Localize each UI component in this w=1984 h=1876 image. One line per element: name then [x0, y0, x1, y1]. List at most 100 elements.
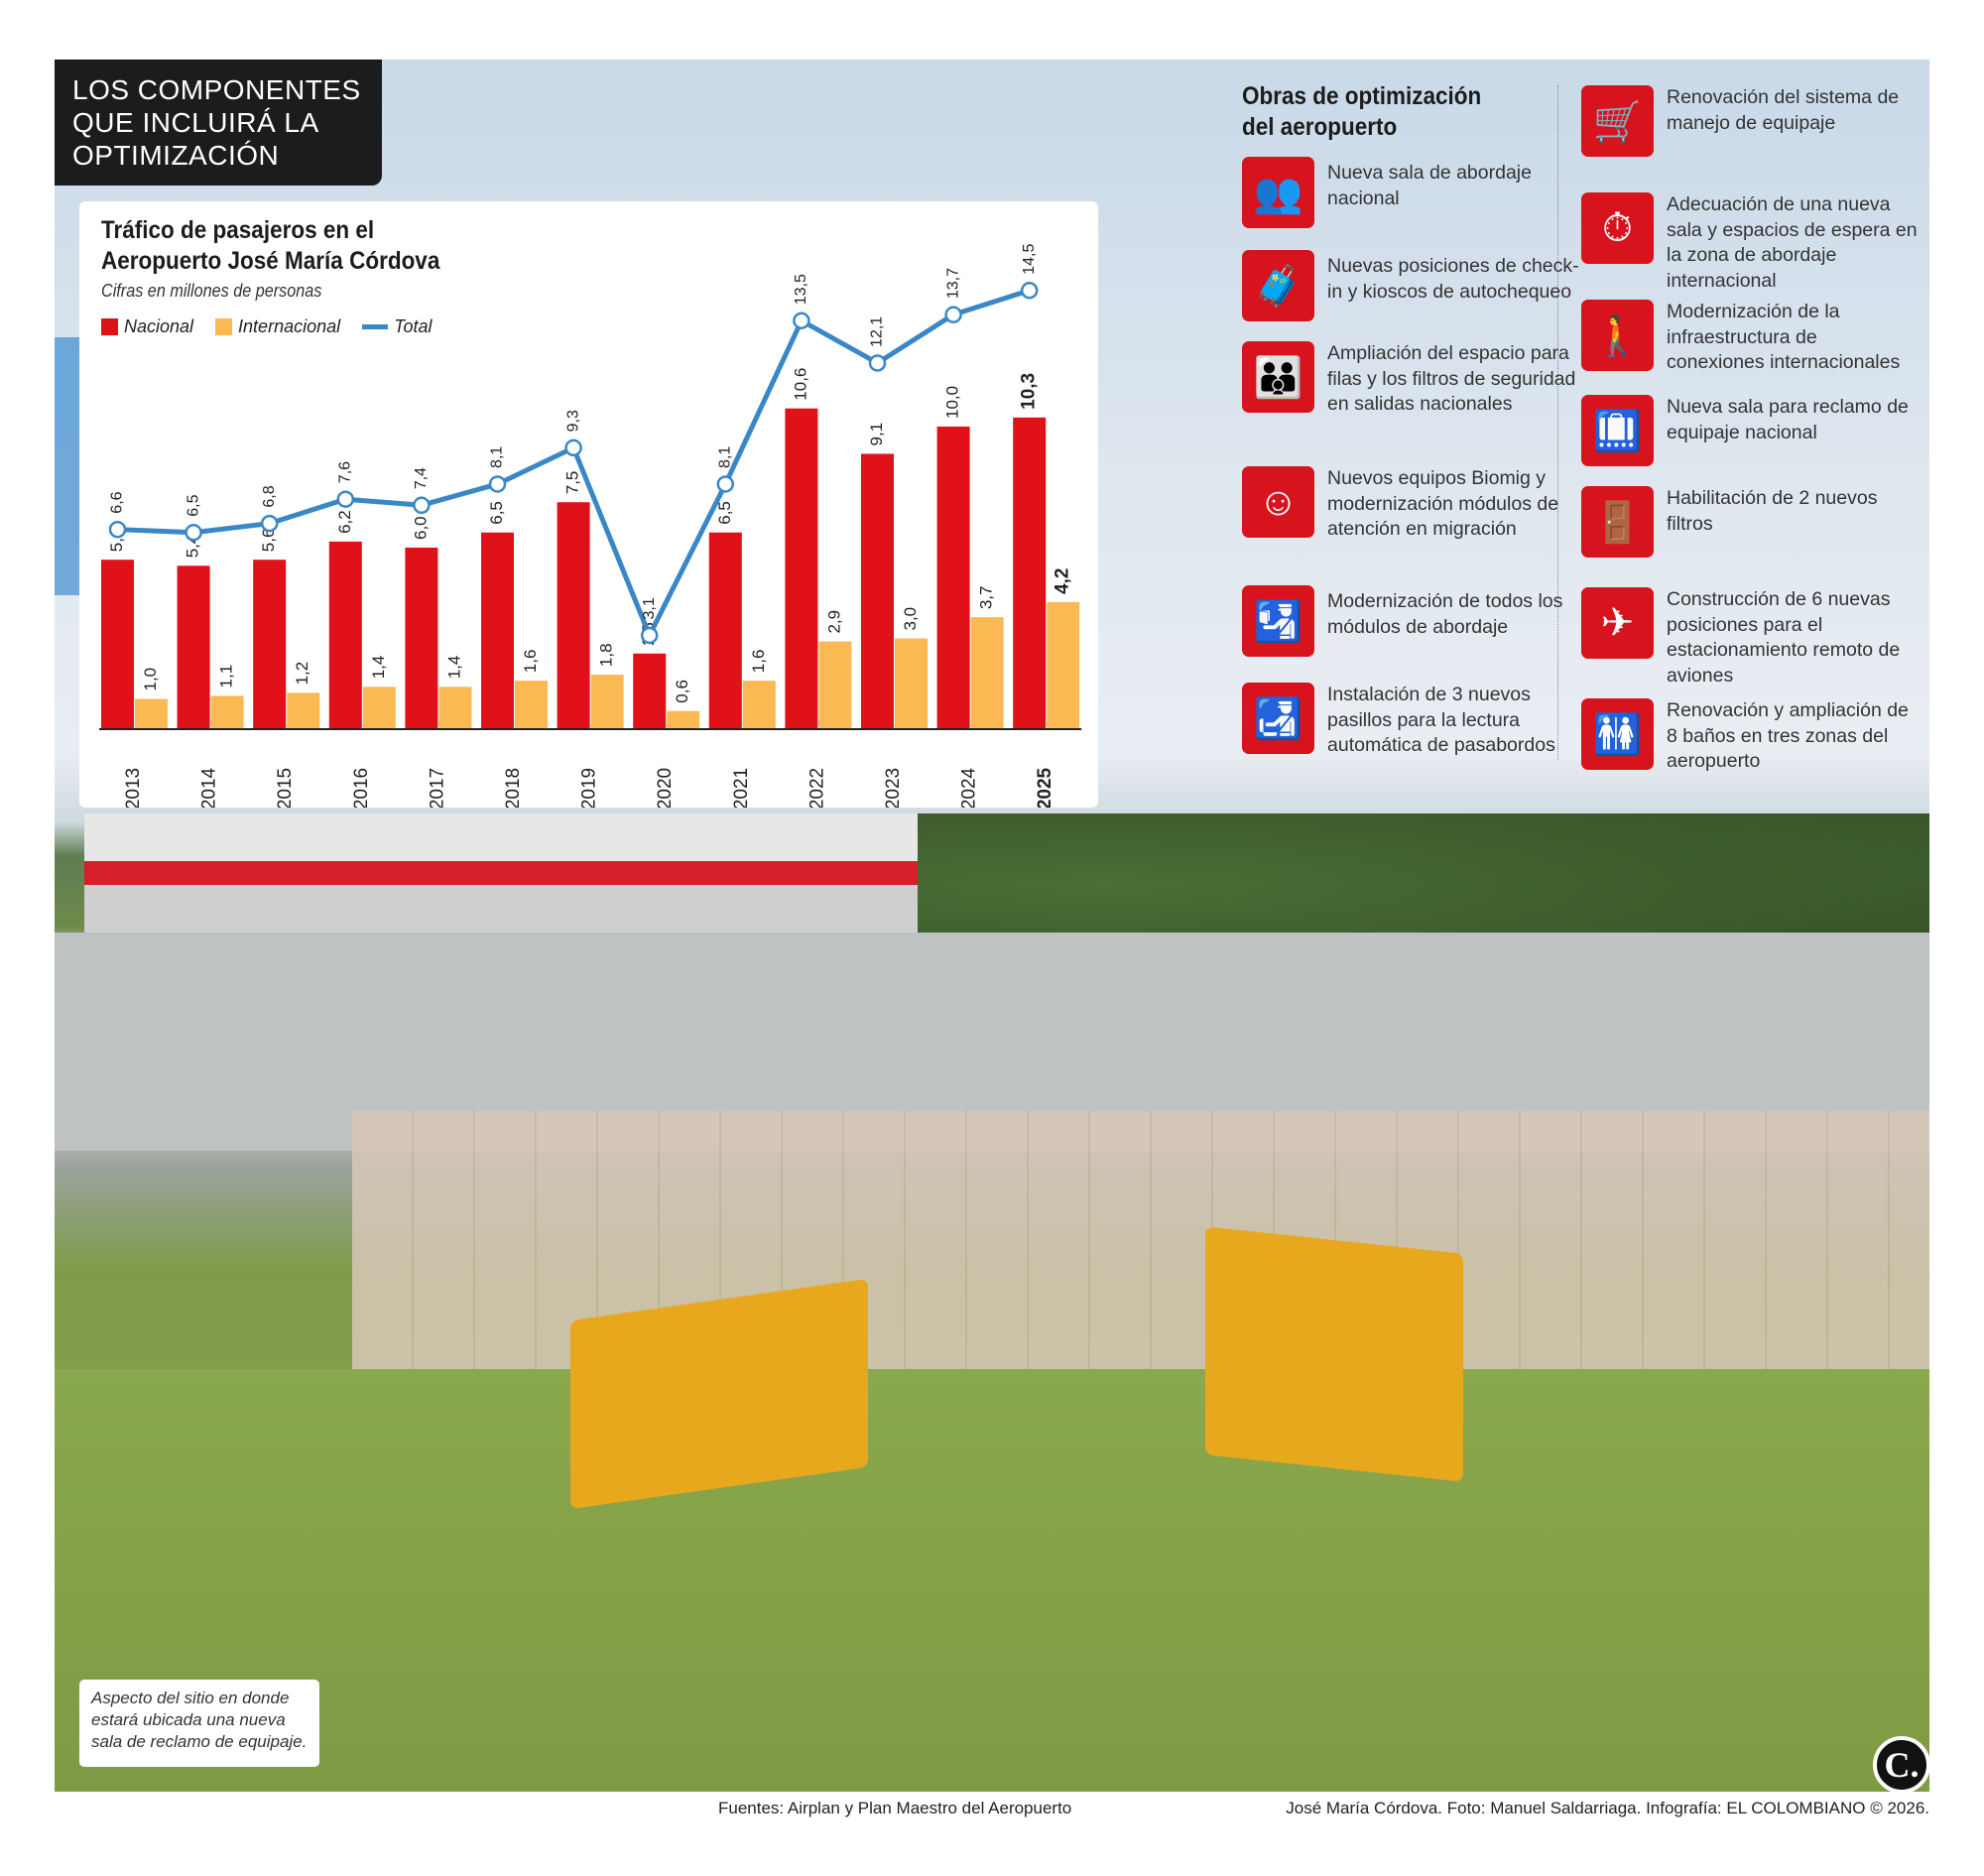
x-tick-label: 2018 [503, 768, 524, 808]
total-point [488, 475, 507, 493]
bar-internacional [818, 641, 852, 729]
label-total: 8,1 [717, 446, 734, 468]
label-nacional: 6,0 [411, 516, 430, 540]
label-total: 7,4 [413, 467, 430, 489]
chart-title-line: Tráfico de pasajeros en el [101, 216, 375, 244]
chart-plot: 5,61,020135,41,120145,61,220156,21,42016… [99, 244, 1082, 808]
label-nacional: 6,5 [715, 501, 734, 525]
traveler-luggage-icon: 🚶 [1581, 300, 1654, 371]
panel-title: Obras de optimización del aeropuerto [1242, 81, 1481, 143]
label-total: 14,5 [1021, 244, 1038, 275]
label-nacional: 7,5 [563, 471, 582, 495]
bar-internacional [970, 617, 1004, 729]
bar-nacional [708, 532, 742, 729]
sources: Fuentes: Airplan y Plan Maestro del Aero… [718, 1799, 1072, 1817]
bar-nacional [101, 560, 134, 729]
total-point [413, 496, 431, 515]
legend-nacional: Nacional [101, 316, 193, 337]
label-nacional: 10,6 [791, 368, 809, 401]
airplane-icon: ✈ [1581, 587, 1654, 659]
bar-internacional [438, 687, 472, 729]
el-colombiano-logo: C. [1873, 1736, 1930, 1794]
face-recognition-icon: ☺ [1242, 466, 1314, 538]
label-internacional: 3,0 [901, 607, 920, 631]
family-queue-icon: 👪 [1242, 341, 1314, 413]
label-nacional: 6,2 [335, 510, 354, 534]
waiting-seat-clock-icon: ⏱ [1581, 192, 1654, 264]
bar-nacional [405, 548, 438, 729]
header-title: LOS COMPONENTES QUE INCLUIRÁ LA OPTIMIZA… [55, 60, 382, 186]
label-total: 6,6 [109, 491, 126, 513]
legend-total: Total [362, 316, 433, 337]
total-point [260, 514, 279, 533]
label-internacional: 0,6 [673, 680, 691, 703]
legend-swatch [101, 318, 118, 335]
legend: Nacional Internacional Total [101, 316, 433, 337]
bar-internacional [667, 710, 700, 729]
bar-nacional [557, 502, 590, 729]
label-total: 6,5 [185, 494, 201, 516]
x-tick-label: 2014 [199, 767, 220, 808]
passport-icon: 🛃 [1242, 683, 1314, 754]
bar-internacional [895, 638, 928, 729]
bar-internacional [287, 692, 320, 729]
x-tick-label: 2020 [655, 768, 676, 808]
work-item-text: Ampliación del espacio para filas y los … [1327, 342, 1576, 415]
baggage-claim-icon: 🛄 [1581, 395, 1654, 466]
total-point [793, 312, 810, 329]
label-internacional: 1,0 [141, 668, 160, 691]
label-total: 3,1 [641, 597, 658, 619]
x-tick-label: 2021 [731, 768, 752, 808]
bar-nacional [177, 565, 210, 729]
bar-nacional [481, 532, 514, 729]
work-item-text: Renovación del sistema de manejo de equi… [1667, 86, 1900, 134]
x-tick-label: 2025 [1035, 767, 1055, 808]
label-internacional: 1,4 [369, 656, 388, 680]
total-point [108, 520, 127, 539]
excavator-right [1205, 1226, 1463, 1482]
bar-nacional [861, 453, 894, 729]
bar-internacional [590, 675, 624, 729]
work-item: ⏱ Adecuación de una nueva sala y espacios… [1581, 192, 1919, 294]
label-total: 12,1 [869, 316, 886, 347]
credits: José María Córdova. Foto: Manuel Saldarr… [1286, 1799, 1929, 1817]
bar-internacional [515, 681, 548, 729]
terminal-building [84, 813, 918, 933]
work-item-text: Construcción de 6 nuevas posiciones para… [1667, 588, 1901, 687]
work-item-text: Nuevas posiciones de check-in y kioscos … [1327, 255, 1579, 303]
label-internacional: 4,2 [1053, 567, 1073, 593]
bar-nacional [1013, 417, 1047, 729]
bar-internacional [742, 681, 776, 729]
total-point [564, 438, 582, 457]
bar-nacional [253, 560, 287, 729]
label-internacional: 2,9 [824, 610, 843, 634]
title-line: OPTIMIZACIÓN [72, 140, 280, 171]
work-item-text: Renovación y ampliación de 8 baños en tr… [1667, 699, 1909, 772]
photo-caption: Aspecto del sitio en donde estará ubicad… [79, 1680, 319, 1767]
chart-title-line: Aeropuerto José María Córdova [101, 247, 440, 275]
works-panel: Obras de optimización del aeropuerto 👥 Nu… [1242, 81, 1926, 796]
total-point [336, 490, 355, 508]
total-point [185, 524, 202, 542]
waiting-room-icon: 👥 [1242, 157, 1314, 228]
work-item: 🚻 Renovación y ampliación de 8 baños en t… [1581, 698, 1919, 775]
x-tick-label: 2013 [123, 768, 144, 808]
legend-internacional: Internacional [215, 316, 340, 337]
work-item-text: Nueva sala para reclamo de equipaje naci… [1667, 396, 1909, 443]
label-nacional: 6,5 [487, 501, 506, 525]
work-item-text: Nuevos equipos Biomig y modernización mó… [1327, 467, 1559, 540]
work-item: 🚶 Modernización de la infraestructura de … [1581, 300, 1919, 376]
label-total: 13,7 [944, 268, 961, 299]
label-nacional: 10,0 [943, 386, 962, 419]
work-item: ☺ Nuevos equipos Biomig y modernización m… [1242, 466, 1579, 543]
label-internacional: 1,6 [749, 650, 768, 674]
restroom-icon: 🚻 [1581, 698, 1654, 770]
label-total: 13,5 [793, 274, 809, 305]
total-point [640, 626, 659, 645]
legend-swatch [362, 324, 389, 329]
work-item-text: Instalación de 3 nuevos pasillos para la… [1327, 684, 1555, 756]
work-item-text: Habilitación de 2 nuevos filtros [1667, 487, 1878, 535]
work-item: 🛃 Instalación de 3 nuevos pasillos para l… [1242, 683, 1579, 759]
legend-label: Nacional [124, 316, 194, 336]
label-internacional: 1,6 [521, 650, 540, 674]
